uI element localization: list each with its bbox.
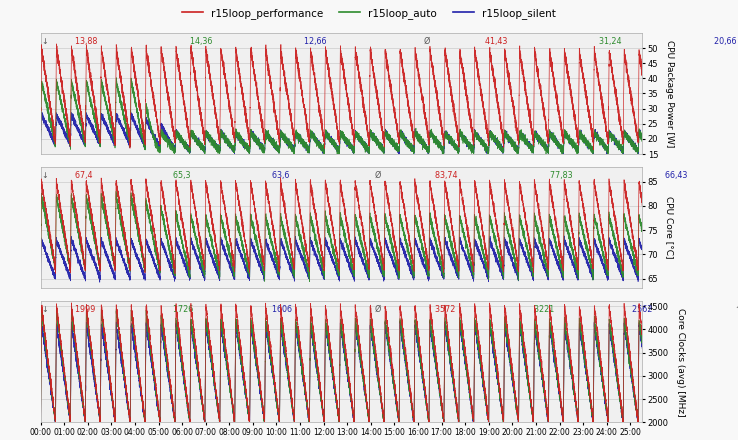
Text: 1606: 1606 <box>272 305 297 314</box>
Text: 3572: 3572 <box>435 305 461 314</box>
Text: 20,66: 20,66 <box>714 37 738 46</box>
Text: ↓: ↓ <box>42 305 52 314</box>
Text: 1999: 1999 <box>75 305 100 314</box>
Y-axis label: CPU Package Power [W]: CPU Package Power [W] <box>665 40 675 147</box>
Text: ↓: ↓ <box>42 37 52 46</box>
Text: 67,4: 67,4 <box>75 171 97 180</box>
Text: 77,83: 77,83 <box>550 171 578 180</box>
Text: 12,66: 12,66 <box>305 37 332 46</box>
Y-axis label: Core Clocks (avg) [MHz]: Core Clocks (avg) [MHz] <box>676 308 685 416</box>
Legend: r15loop_performance, r15loop_auto, r15loop_silent: r15loop_performance, r15loop_auto, r15lo… <box>178 4 560 23</box>
Text: 63,6: 63,6 <box>272 171 294 180</box>
Text: ↑: ↑ <box>731 305 738 314</box>
Text: 41,43: 41,43 <box>485 37 512 46</box>
Text: 2562: 2562 <box>632 305 658 314</box>
Text: Ø: Ø <box>419 37 433 46</box>
Y-axis label: CPU Core [°C]: CPU Core [°C] <box>665 196 675 259</box>
Text: Ø: Ø <box>370 305 384 314</box>
Text: 13,88: 13,88 <box>75 37 103 46</box>
Text: 65,3: 65,3 <box>173 171 196 180</box>
Text: 31,24: 31,24 <box>599 37 627 46</box>
Text: 1726: 1726 <box>173 305 199 314</box>
Text: ↓: ↓ <box>42 171 52 180</box>
Text: 3221: 3221 <box>534 305 559 314</box>
Text: 83,74: 83,74 <box>435 171 463 180</box>
Text: Ø: Ø <box>370 171 384 180</box>
Text: 66,43: 66,43 <box>665 171 692 180</box>
Text: 14,36: 14,36 <box>190 37 217 46</box>
